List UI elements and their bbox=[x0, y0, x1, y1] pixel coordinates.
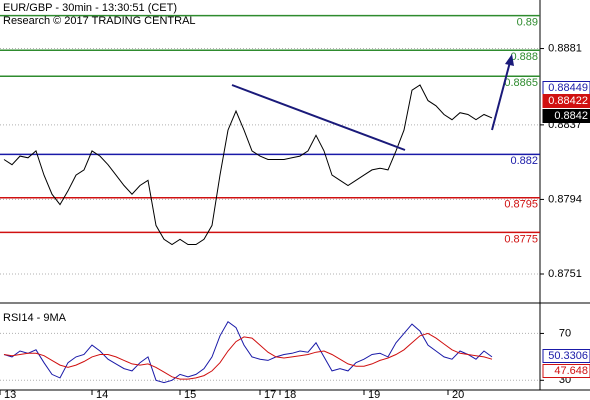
price-tag-box bbox=[542, 349, 590, 363]
price-tag-box bbox=[542, 109, 590, 123]
rsi-title: RSI14 - 9MA bbox=[3, 312, 67, 324]
price-tag-label: 47.648 bbox=[554, 365, 588, 377]
level-label: 0.888 bbox=[510, 51, 538, 63]
x-tick-label: 14 bbox=[96, 389, 108, 400]
level-label: 0.882 bbox=[510, 155, 538, 167]
series-line bbox=[3, 84, 493, 246]
level-label: 0.8795 bbox=[504, 199, 538, 211]
level-label: 0.89 bbox=[517, 17, 538, 29]
y-tick-label: 70 bbox=[559, 327, 571, 339]
y-tick-label: 0.8794 bbox=[548, 193, 582, 205]
x-tick-label: 17 bbox=[264, 389, 276, 400]
trend-line bbox=[231, 84, 406, 151]
price-tag-label: 0.8842 bbox=[554, 110, 588, 122]
chart-title: EUR/GBP - 30min - 13:30:51 (CET) bbox=[3, 2, 177, 14]
x-tick-label: 19 bbox=[368, 389, 380, 400]
series-line bbox=[3, 332, 493, 380]
price-tag-box bbox=[542, 94, 590, 108]
price-tag-label: 50.3306 bbox=[548, 350, 588, 362]
chart-subtitle: Research © 2017 TRADING CENTRAL bbox=[3, 15, 196, 27]
y-tick-label: 0.8881 bbox=[548, 42, 582, 54]
price-tag-label: 0.88422 bbox=[548, 95, 588, 107]
price-tag-label: 0.88449 bbox=[548, 82, 588, 94]
y-tick-label: 0.8751 bbox=[548, 268, 582, 280]
x-tick-label: 18 bbox=[284, 389, 296, 400]
level-label: 0.8865 bbox=[504, 77, 538, 89]
x-tick-label: 20 bbox=[452, 389, 464, 400]
level-label: 0.8775 bbox=[504, 233, 538, 245]
price-tag-box bbox=[542, 364, 590, 378]
x-tick-label: 13 bbox=[4, 389, 16, 400]
x-tick-label: 15 bbox=[184, 389, 196, 400]
projection-arrow bbox=[491, 61, 511, 131]
series-line bbox=[3, 320, 493, 384]
arrow-head bbox=[505, 54, 514, 66]
